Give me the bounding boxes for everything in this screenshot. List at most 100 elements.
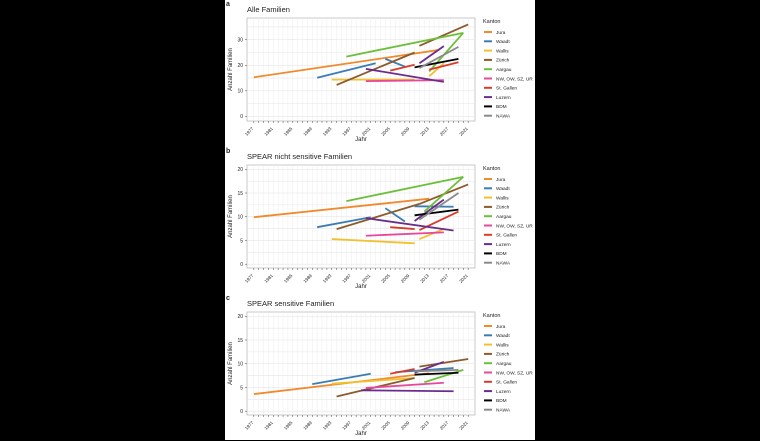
x-tick-label: 2021 [458, 420, 469, 431]
panel-a: a Alle Familien 1977 1981 1985 1989 1993 1997 20… [225, 0, 535, 147]
legend-label: NW, OW, SZ, UR [496, 223, 533, 229]
y-tick-label: 10 [237, 362, 243, 368]
y-tick-label: 10 [237, 89, 243, 95]
x-tick-label: 2001 [361, 126, 372, 137]
x-tick-label: 2017 [439, 420, 450, 431]
x-tick-label: 1977 [244, 420, 255, 431]
chart-title: SPEAR nicht sensitive Familien [247, 152, 352, 161]
x-tick-label: 1977 [244, 273, 255, 284]
legend-label: Wallis [496, 48, 509, 54]
legend-label: NW, OW, SZ, UR [496, 76, 533, 82]
legend-label: Zürich [496, 205, 510, 211]
legend-label: Jura [496, 30, 506, 36]
x-tick-label: 2021 [458, 126, 469, 137]
legend-label: Zürich [496, 352, 510, 358]
x-tick-label: 2017 [439, 126, 450, 137]
x-tick-label: 1977 [244, 126, 255, 137]
x-tick-label: 1985 [283, 126, 294, 137]
x-tick-label: 1997 [341, 126, 352, 137]
x-tick-label: 1985 [283, 273, 294, 284]
x-tick-label: 1989 [302, 126, 313, 137]
x-axis-label: Jahr [355, 284, 367, 290]
chart-a: a Alle Familien 1977 1981 1985 1989 1993 1997 20… [225, 0, 535, 147]
x-axis-label: Jahr [355, 431, 367, 437]
chart-title: Alle Familien [247, 5, 290, 14]
legend-label: BDM [496, 104, 507, 110]
x-tick-label: 2013 [419, 420, 430, 431]
legend-label: Waadt [496, 39, 510, 45]
panel-b: b SPEAR nicht sensitive Familien 1977 1981 1… [225, 147, 535, 294]
legend-label: Luzern [496, 242, 511, 248]
x-tick-label: 1989 [302, 273, 313, 284]
y-tick-label: 0 [240, 114, 243, 120]
panel-label: a [226, 1, 230, 8]
chart-b: b SPEAR nicht sensitive Familien 1977 1981 1… [225, 147, 535, 294]
x-tick-label: 2005 [380, 126, 391, 137]
legend-label: Wallis [496, 342, 509, 348]
legend-label: NW, OW, SZ, UR [496, 370, 533, 376]
legend-label: Waadt [496, 333, 510, 339]
x-tick-label: 1985 [283, 420, 294, 431]
x-tick-label: 2013 [419, 273, 430, 284]
legend-label: St. Gallen [496, 380, 517, 386]
legend-label: Jura [496, 177, 506, 183]
legend-label: Zürich [496, 58, 510, 64]
x-tick-label: 1981 [263, 273, 274, 284]
y-tick-label: 20 [237, 63, 243, 69]
x-tick-label: 2001 [361, 420, 372, 431]
x-tick-label: 2009 [400, 420, 411, 431]
x-tick-label: 1993 [322, 273, 333, 284]
x-tick-label: 1997 [341, 273, 352, 284]
chart-title: SPEAR sensitive Familien [247, 299, 334, 308]
y-tick-label: 0 [240, 409, 243, 415]
x-tick-label: 1997 [341, 420, 352, 431]
legend-title: Kanton [483, 19, 500, 25]
legend-label: Aargau [496, 214, 512, 220]
x-axis-label: Jahr [355, 137, 367, 143]
panel-label: c [226, 295, 230, 302]
legend-label: NAWA [496, 114, 511, 120]
y-tick-label: 5 [240, 385, 243, 391]
series-line-luzern [361, 390, 454, 391]
legend-label: Luzern [496, 95, 511, 101]
y-tick-label: 15 [237, 191, 243, 197]
figure-sheet: a Alle Familien 1977 1981 1985 1989 1993 1997 20… [225, 0, 535, 440]
y-axis-label: Anzahl Familien [228, 195, 234, 238]
y-tick-label: 10 [237, 215, 243, 221]
x-tick-label: 1981 [263, 420, 274, 431]
x-tick-label: 2009 [400, 273, 411, 284]
legend-label: Wallis [496, 195, 509, 201]
legend-label: Aargau [496, 67, 512, 73]
legend-label: BDM [496, 251, 507, 257]
y-tick-label: 0 [240, 262, 243, 268]
x-tick-label: 2021 [458, 273, 469, 284]
legend-title: Kanton [483, 313, 500, 319]
x-tick-label: 1993 [322, 126, 333, 137]
x-tick-label: 1981 [263, 126, 274, 137]
legend-title: Kanton [483, 166, 500, 172]
y-tick-label: 20 [237, 314, 243, 320]
x-tick-label: 1989 [302, 420, 313, 431]
panel-label: b [226, 148, 230, 155]
y-tick-label: 15 [237, 338, 243, 344]
legend-label: NAWA [496, 408, 511, 414]
y-tick-label: 5 [240, 238, 243, 244]
y-tick-label: 20 [237, 167, 243, 173]
y-axis-label: Anzahl Familien [228, 48, 234, 91]
legend-label: Luzern [496, 389, 511, 395]
legend-label: BDM [496, 398, 507, 404]
x-tick-label: 2009 [400, 126, 411, 137]
x-tick-label: 2005 [380, 273, 391, 284]
y-tick-label: 30 [237, 38, 243, 44]
y-axis-label: Anzahl Familien [228, 342, 234, 385]
x-tick-label: 1993 [322, 420, 333, 431]
legend-label: Jura [496, 324, 506, 330]
legend-label: St. Gallen [496, 86, 517, 92]
legend-label: Waadt [496, 186, 510, 192]
x-tick-label: 2005 [380, 420, 391, 431]
x-tick-label: 2001 [361, 273, 372, 284]
chart-c: c SPEAR sensitive Familien 1977 1981 1985 198… [225, 294, 535, 440]
x-tick-label: 2017 [439, 273, 450, 284]
x-tick-label: 2013 [419, 126, 430, 137]
legend-label: St. Gallen [496, 233, 517, 239]
